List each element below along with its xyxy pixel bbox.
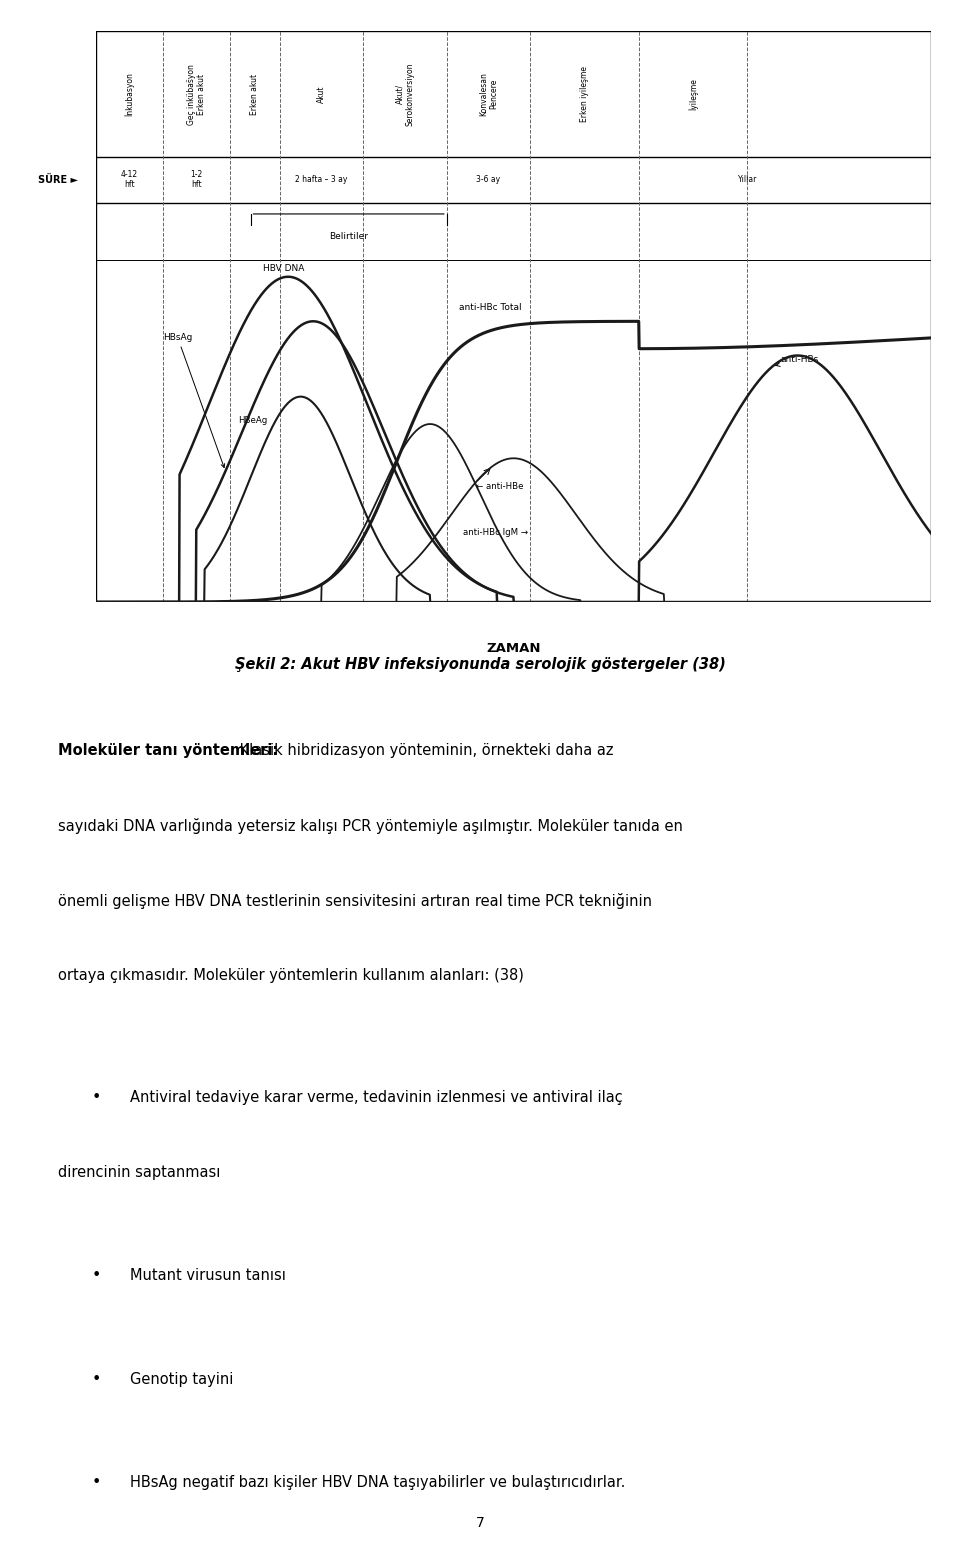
Text: Antiviral tedaviye karar verme, tedavinin izlenmesi ve antiviral ilaç: Antiviral tedaviye karar verme, tedavini… — [130, 1090, 622, 1106]
Text: sayıdaki DNA varlığında yetersiz kalışı PCR yöntemiyle aşılmıştır. Moleküler tan: sayıdaki DNA varlığında yetersiz kalışı … — [58, 818, 683, 834]
Text: HBsAg negatif bazı kişiler HBV DNA taşıyabilirler ve bulaştırıcıdırlar.: HBsAg negatif bazı kişiler HBV DNA taşıy… — [130, 1475, 625, 1490]
Text: SÜRE ►: SÜRE ► — [37, 175, 78, 185]
Text: İyileşme: İyileşme — [688, 78, 698, 109]
Text: 3-6 ay: 3-6 ay — [476, 175, 500, 185]
Text: 1-2
hft: 1-2 hft — [190, 170, 203, 189]
Text: Konvalesan
Pencere: Konvalesan Pencere — [479, 72, 498, 116]
Text: ortaya çıkmasıdır. Moleküler yöntemlerin kullanım alanları: (38): ortaya çıkmasıdır. Moleküler yöntemlerin… — [58, 968, 523, 984]
Text: Belirtiler: Belirtiler — [329, 233, 368, 241]
Text: Geç inkübas̈yon
Erken akut: Geç inkübas̈yon Erken akut — [186, 64, 206, 125]
Text: Klasik hibridizasyon yönteminin, örnekteki daha az: Klasik hibridizasyon yönteminin, örnekte… — [235, 743, 613, 759]
Text: 2 hafta – 3 ay: 2 hafta – 3 ay — [296, 175, 348, 185]
Text: İnkubasyon: İnkubasyon — [125, 72, 134, 116]
Text: •: • — [91, 1372, 101, 1387]
Text: 4-12
hft: 4-12 hft — [121, 170, 138, 189]
Text: Akut: Akut — [317, 86, 326, 103]
Text: •: • — [91, 1475, 101, 1490]
Text: Mutant virusun tanısı: Mutant virusun tanısı — [130, 1268, 285, 1284]
Text: anti-HBc Total: anti-HBc Total — [459, 303, 522, 311]
Text: Erken iyileşme: Erken iyileşme — [580, 66, 589, 122]
Text: •: • — [91, 1268, 101, 1284]
Text: 7: 7 — [475, 1516, 485, 1530]
Text: anti-HBc IgM →: anti-HBc IgM → — [464, 529, 529, 536]
Text: Genotip tayini: Genotip tayini — [130, 1372, 233, 1387]
Text: HBsAg: HBsAg — [163, 333, 225, 468]
Text: Şekil 2: Akut HBV infeksiyonunda serolojik göstergeler (38): Şekil 2: Akut HBV infeksiyonunda seroloj… — [234, 657, 726, 673]
Text: HBV DNA: HBV DNA — [263, 264, 304, 274]
Text: •: • — [91, 1090, 101, 1106]
Text: Moleküler tanı yöntemleri:: Moleküler tanı yöntemleri: — [58, 743, 277, 759]
Text: ← anti-HBe: ← anti-HBe — [476, 482, 523, 491]
Text: direncinin saptanması: direncinin saptanması — [58, 1165, 220, 1181]
Text: ZAMAN: ZAMAN — [487, 643, 540, 655]
Text: Erken akut: Erken akut — [251, 74, 259, 114]
Text: önemli gelişme HBV DNA testlerinin sensivitesini artıran real time PCR tekniğini: önemli gelişme HBV DNA testlerinin sensi… — [58, 893, 652, 909]
Text: HBeAg: HBeAg — [238, 416, 267, 425]
Text: Yıllar: Yıllar — [738, 175, 757, 185]
Text: Akut/
Serokonversiyon: Akut/ Serokonversiyon — [396, 63, 415, 125]
Text: anti-HBs: anti-HBs — [776, 355, 819, 366]
